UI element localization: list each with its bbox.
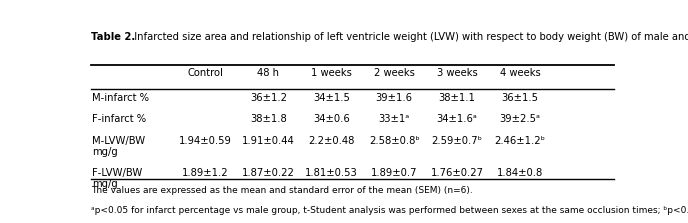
Text: 1.81±0.53: 1.81±0.53	[305, 167, 358, 178]
Text: 39±1.6: 39±1.6	[376, 93, 413, 103]
Text: F-infarct %: F-infarct %	[92, 114, 147, 124]
Text: 33±1ᵃ: 33±1ᵃ	[378, 114, 410, 124]
Text: ᵃp<0.05 for infarct percentage vs male group, t-Student analysis was performed b: ᵃp<0.05 for infarct percentage vs male g…	[92, 206, 688, 215]
Text: 1.94±0.59: 1.94±0.59	[179, 136, 232, 146]
Text: Infarcted size area and relationship of left ventricle weight (LVW) with respect: Infarcted size area and relationship of …	[127, 32, 688, 42]
Text: M-LVW/BW
mg/g: M-LVW/BW mg/g	[92, 136, 146, 157]
Text: 1.87±0.22: 1.87±0.22	[242, 167, 294, 178]
Text: 1.84±0.8: 1.84±0.8	[497, 167, 543, 178]
Text: 1.89±1.2: 1.89±1.2	[182, 167, 228, 178]
Text: 1.89±0.7: 1.89±0.7	[371, 167, 418, 178]
Text: 2.2±0.48: 2.2±0.48	[308, 136, 354, 146]
Text: 2.59±0.7ᵇ: 2.59±0.7ᵇ	[431, 136, 482, 146]
Text: 34±1.5: 34±1.5	[313, 93, 350, 103]
Text: 2 weeks: 2 weeks	[374, 68, 415, 78]
Text: 1.76±0.27: 1.76±0.27	[431, 167, 484, 178]
Text: 39±2.5ᵃ: 39±2.5ᵃ	[499, 114, 541, 124]
Text: 48 h: 48 h	[257, 68, 279, 78]
Text: 34±1.6ᵃ: 34±1.6ᵃ	[437, 114, 477, 124]
Text: 3 weeks: 3 weeks	[437, 68, 477, 78]
Text: M-infarct %: M-infarct %	[92, 93, 149, 103]
Text: Table 2.: Table 2.	[92, 32, 136, 42]
Text: 36±1.5: 36±1.5	[502, 93, 539, 103]
Text: 4 weeks: 4 weeks	[499, 68, 540, 78]
Text: 38±1.1: 38±1.1	[439, 93, 475, 103]
Text: F-LVW/BW
mg/g: F-LVW/BW mg/g	[92, 167, 142, 189]
Text: 34±0.6: 34±0.6	[313, 114, 350, 124]
Text: The values are expressed as the mean and standard error of the mean (SEM) (n=6).: The values are expressed as the mean and…	[92, 186, 473, 195]
Text: 36±1.2: 36±1.2	[250, 93, 287, 103]
Text: 1.91±0.44: 1.91±0.44	[242, 136, 294, 146]
Text: Control: Control	[188, 68, 224, 78]
Text: 38±1.8: 38±1.8	[250, 114, 287, 124]
Text: 2.58±0.8ᵇ: 2.58±0.8ᵇ	[369, 136, 420, 146]
Text: 2.46±1.2ᵇ: 2.46±1.2ᵇ	[495, 136, 546, 146]
Text: 1 weeks: 1 weeks	[311, 68, 352, 78]
